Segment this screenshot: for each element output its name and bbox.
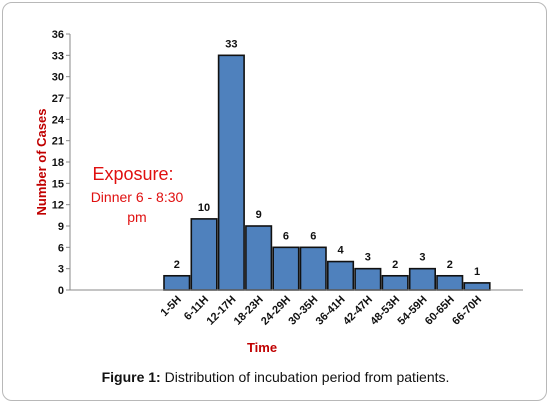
figure-frame [2,2,547,401]
y-tick-label: 33 [52,50,64,62]
x-tick-label: 42-47H [341,294,375,328]
y-tick-label: 0 [58,285,64,297]
x-tick-label: 1-5H [159,294,184,319]
bar [354,267,382,291]
caption-label: Figure 1: [101,369,161,385]
bars [163,54,491,291]
y-axis-title: Number of Cases [34,109,49,216]
bar [299,246,327,291]
bar-value-label: 10 [198,202,210,214]
y-tick-label: 9 [58,221,64,233]
bar [217,54,245,291]
y-tick-label: 27 [52,93,64,105]
bar [326,260,355,291]
bar [463,282,491,291]
bar [163,274,191,291]
x-axis-ticks: 1-5H6-11H12-17H18-23H24-29H30-35H36-41H4… [159,294,485,328]
x-axis-title: Time [247,340,277,355]
x-tick-label: 30-35H [286,294,320,328]
y-tick-label: 30 [52,72,64,84]
y-tick-label: 24 [52,114,65,126]
x-tick-label: 66-70H [450,294,484,328]
y-tick-label: 6 [58,242,64,254]
y-tick-label: 12 [52,200,64,212]
y-tick-label: 3 [58,264,64,276]
y-tick-label: 15 [52,178,64,190]
x-tick-label: 24-29H [259,294,293,328]
bar-value-label: 33 [225,38,237,50]
x-tick-label: 48-53H [368,294,402,328]
x-tick-label: 36-41H [314,294,348,328]
y-tick-label: 21 [52,136,64,148]
y-tick-label: 36 [52,29,64,41]
bar [381,274,409,291]
x-tick-label: 54-59H [396,294,430,328]
caption-text: Distribution of incubation period from p… [160,369,450,385]
exposure-annotation-line1: Dinner 6 - 8:30 [91,189,184,205]
bar [245,225,273,291]
bar-value-label: 6 [283,230,289,242]
bar-value-label: 6 [310,230,316,242]
bar-value-label: 3 [419,252,425,264]
x-tick-label: 60-65H [423,294,457,328]
bar-value-label: 2 [174,259,180,271]
bar [436,274,464,291]
bar [408,267,437,291]
figure-caption: Figure 1: Distribution of incubation per… [0,369,551,385]
bar [272,246,300,291]
bar-value-label: 3 [365,252,371,264]
exposure-annotation-title: Exposure: [92,164,173,184]
exposure-annotation-line2: pm [127,209,146,225]
x-tick-label: 18-23H [232,294,266,328]
bar-value-label: 9 [256,209,262,221]
bar [190,218,218,291]
y-tick-label: 18 [52,157,64,169]
bar-value-label: 2 [392,259,398,271]
bar-value-label: 4 [337,245,344,257]
data-labels: 2 10 33 9 6 6 4 3 2 3 2 1 [174,38,480,278]
bar-value-label: 1 [474,266,480,278]
bar-value-label: 2 [447,259,453,271]
x-tick-label: 12-17H [204,294,238,328]
